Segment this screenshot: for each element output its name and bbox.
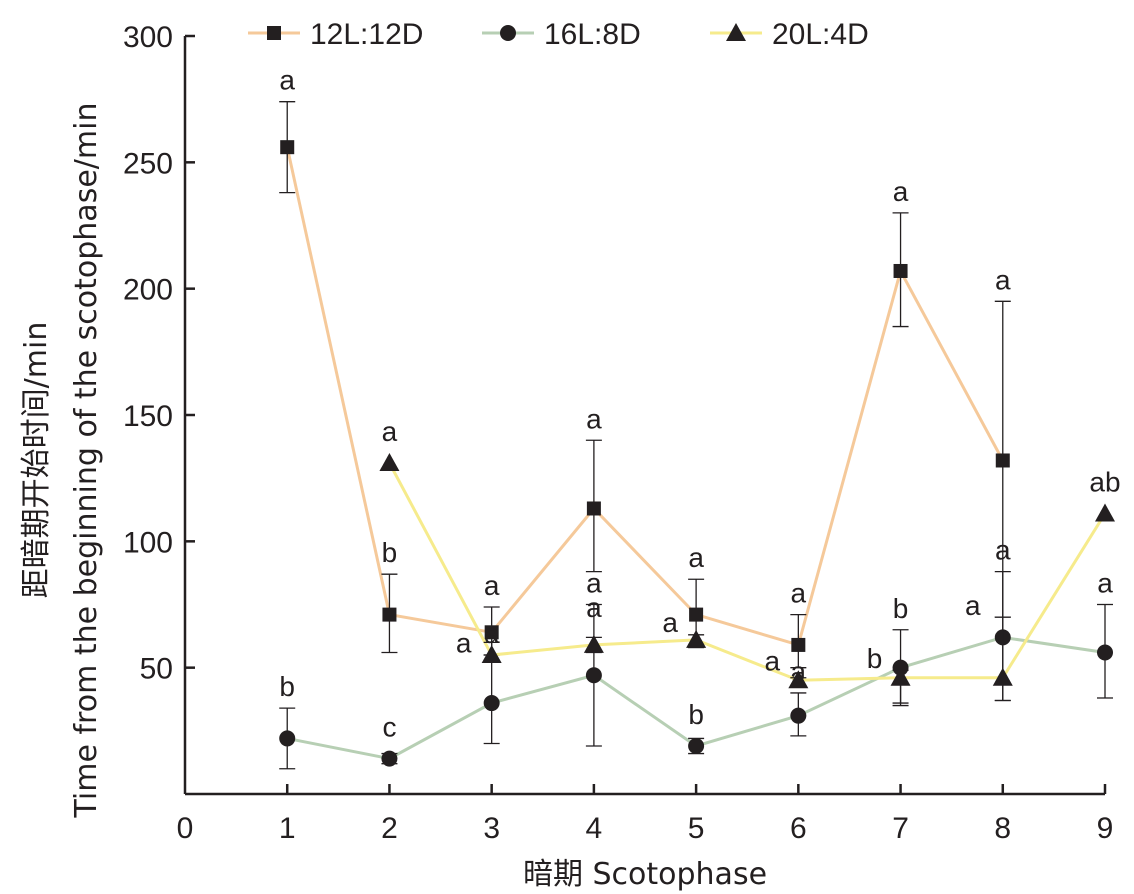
y-tick-label: 300 (123, 21, 173, 54)
significance-label: a (586, 403, 602, 434)
y-tick-label: 250 (123, 147, 173, 180)
legend-marker (726, 23, 746, 41)
legend-label: 20L:4D (772, 18, 869, 51)
y-axis-title-group: Time from the beginning of the scotophas… (19, 103, 104, 819)
significance-label: a (484, 618, 500, 649)
x-tick-label: 3 (483, 812, 500, 845)
y-tick-label: 150 (123, 400, 173, 433)
legend: 12L:12D 16L:8D 20L:4D (248, 18, 869, 51)
x-tick-label: 4 (586, 812, 603, 845)
data-point (790, 707, 807, 724)
legend-label: 12L:12D (310, 18, 423, 51)
data-point (585, 667, 602, 684)
data-point (279, 730, 296, 747)
series-line (285, 146, 1005, 647)
data-point (583, 634, 604, 653)
legend-label: 16L:8D (544, 18, 641, 51)
data-point (1095, 503, 1115, 522)
x-tick-label: 5 (688, 812, 705, 845)
series-line (388, 462, 1107, 682)
legend-item-16L:8D: 16L:8D (482, 18, 641, 51)
data-point (586, 501, 601, 516)
data-point (484, 625, 499, 640)
data-point (893, 263, 908, 278)
significance-label: c (382, 712, 396, 743)
significance-label: b (893, 593, 909, 624)
axes: 0 1 2 3 4 5 6 7 8 9 50 100 150 200 250 300 (123, 21, 1113, 845)
data-point (890, 667, 911, 686)
significance-label: b (867, 643, 883, 674)
significance-label: ab (1089, 467, 1120, 498)
x-tick-label: 7 (892, 812, 909, 845)
y-tick-label: 50 (140, 653, 173, 686)
significance-label: a (688, 542, 704, 573)
y-axis-title: 距暗期开始时间/min (19, 322, 54, 599)
series-16L:8D: bcaababaa (279, 535, 1113, 770)
x-tick-label: 6 (790, 812, 807, 845)
series-layer: abaaaaaabcaababaaaaaaabaab (279, 65, 1121, 770)
x-tick-label: 9 (1097, 812, 1114, 845)
legend-item-12L:12D: 12L:12D (248, 18, 423, 51)
data-point (1097, 644, 1113, 661)
data-point (381, 750, 398, 767)
significance-label: a (662, 607, 678, 638)
data-point (791, 637, 806, 652)
significance-label: b (279, 671, 295, 702)
legend-marker (500, 25, 516, 41)
y-tick-label: 100 (123, 526, 173, 559)
x-tick-label: 2 (381, 812, 398, 845)
x-tick-label: 1 (279, 812, 296, 845)
data-point (379, 453, 400, 472)
y-axis-title-en: Time from the beginning of the scotophas… (69, 103, 104, 819)
significance-label: a (893, 176, 909, 207)
data-point (892, 659, 909, 676)
data-point (280, 140, 295, 155)
data-point (686, 629, 707, 648)
significance-label: a (965, 590, 981, 621)
significance-label: a (765, 645, 781, 676)
y-tick-label: 200 (123, 274, 173, 307)
significance-label: a (484, 570, 500, 601)
significance-label: a (586, 568, 602, 599)
significance-label: a (382, 416, 398, 447)
significance-label: a (1097, 568, 1113, 599)
data-point (788, 670, 809, 689)
data-point (689, 607, 704, 622)
significance-label: a (279, 65, 295, 96)
x-tick-label: 8 (994, 812, 1011, 845)
x-tick-label: 0 (177, 812, 194, 845)
data-point (992, 667, 1013, 686)
data-point (688, 737, 705, 754)
data-point (483, 695, 500, 712)
significance-label: b (382, 537, 398, 568)
significance-label: a (456, 627, 472, 658)
legend-item-20L:4D: 20L:4D (710, 18, 869, 51)
data-point (995, 453, 1010, 468)
significance-label: a (791, 578, 807, 609)
significance-label: a (995, 264, 1011, 295)
data-point (382, 607, 397, 622)
significance-label: b (688, 699, 704, 730)
legend-marker (267, 26, 281, 40)
x-axis-title: 暗期 Scotophase (523, 857, 767, 892)
data-point (481, 645, 502, 664)
significance-label: a (586, 592, 602, 623)
significance-label: a (995, 535, 1011, 566)
